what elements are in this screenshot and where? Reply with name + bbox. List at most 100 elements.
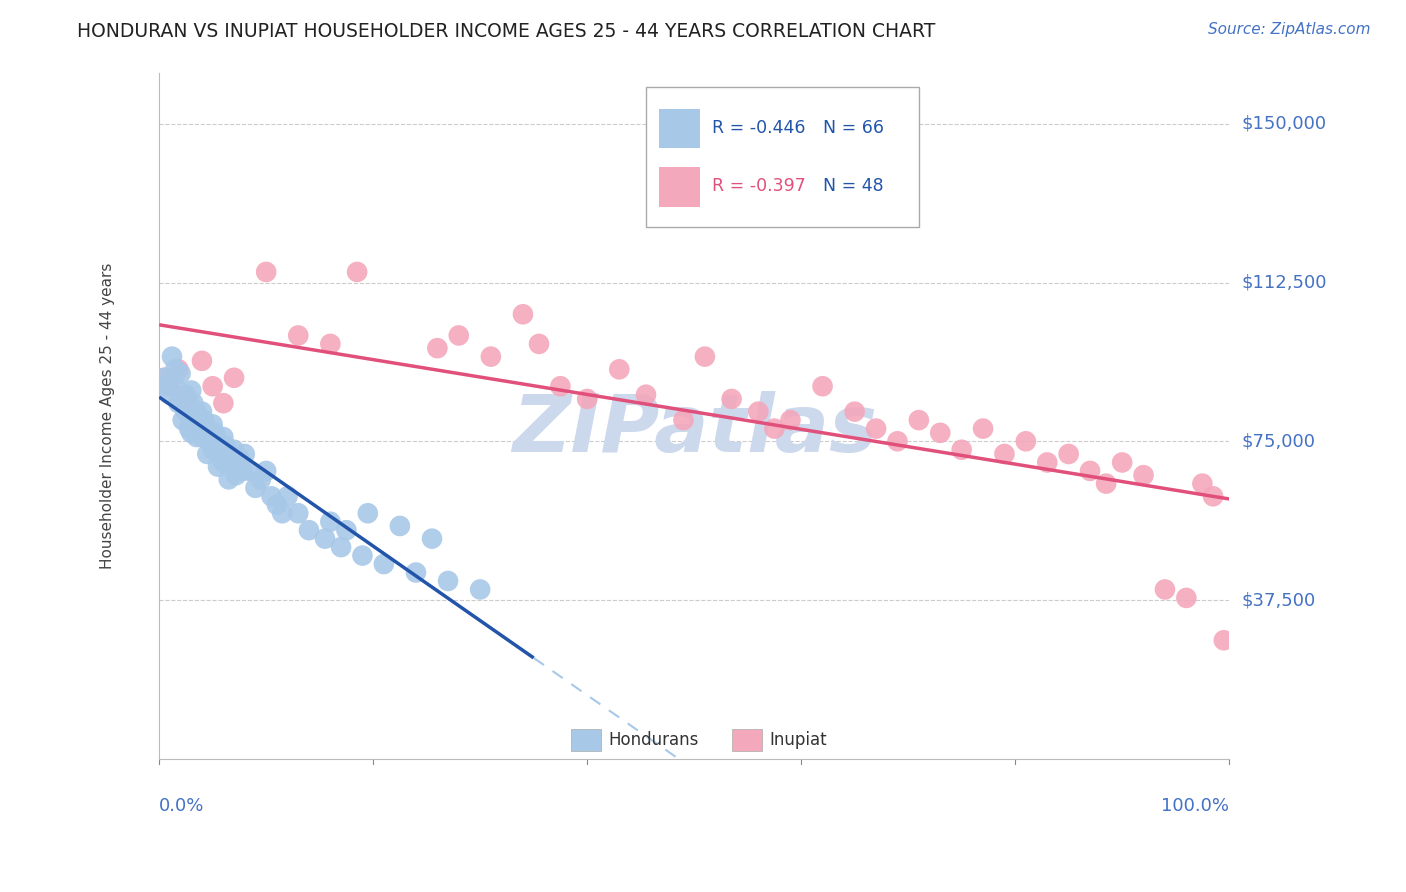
Point (225, 468, 247, 483)
Point (1175, 591, 1198, 605)
Point (908, 413, 931, 427)
Point (266, 498, 288, 512)
Point (191, 404, 214, 418)
Point (929, 425, 952, 440)
Text: $37,500: $37,500 (1241, 591, 1316, 609)
Point (763, 421, 786, 435)
Text: Inupiat: Inupiat (769, 731, 827, 748)
Point (405, 566, 427, 580)
Point (1057, 447, 1080, 461)
Point (335, 523, 357, 537)
Point (193, 413, 215, 427)
Point (218, 472, 240, 486)
Point (1036, 455, 1059, 469)
Point (271, 506, 294, 520)
Point (1191, 476, 1213, 491)
Point (865, 421, 887, 435)
Point (209, 442, 232, 457)
Point (298, 523, 321, 537)
Point (201, 417, 224, 432)
Point (388, 519, 411, 533)
Point (950, 442, 973, 457)
Point (221, 455, 243, 469)
Point (167, 362, 190, 376)
Point (156, 379, 179, 393)
Point (204, 425, 226, 440)
Point (159, 388, 181, 402)
Point (165, 362, 187, 376)
FancyBboxPatch shape (571, 729, 602, 750)
Point (420, 532, 443, 546)
Point (1015, 434, 1038, 449)
Point (180, 401, 202, 415)
Point (201, 379, 224, 393)
Point (747, 404, 769, 418)
Point (172, 413, 194, 427)
Point (634, 388, 657, 402)
Point (314, 532, 336, 546)
Text: $75,000: $75,000 (1241, 433, 1316, 450)
Point (1212, 633, 1234, 648)
Point (1132, 468, 1154, 483)
Point (239, 464, 262, 478)
Point (254, 265, 277, 279)
Point (233, 447, 256, 461)
Text: Hondurans: Hondurans (609, 731, 699, 748)
Point (232, 464, 254, 478)
Point (512, 307, 534, 321)
Point (1078, 464, 1101, 478)
Point (993, 447, 1015, 461)
FancyBboxPatch shape (659, 167, 700, 207)
Point (254, 464, 277, 478)
Point (844, 404, 866, 418)
Point (153, 371, 176, 385)
Point (1154, 582, 1177, 597)
Text: Householder Income Ages 25 - 44 years: Householder Income Ages 25 - 44 years (100, 263, 115, 569)
Point (169, 367, 191, 381)
Text: ZIPatlas: ZIPatlas (512, 391, 877, 468)
Point (811, 379, 834, 393)
Point (167, 396, 190, 410)
Point (287, 328, 309, 343)
Point (249, 472, 271, 486)
Point (346, 265, 368, 279)
Point (222, 371, 245, 385)
FancyBboxPatch shape (659, 109, 700, 148)
FancyBboxPatch shape (731, 729, 762, 750)
Point (180, 425, 202, 440)
Point (186, 404, 208, 418)
Text: 100.0%: 100.0% (1161, 797, 1229, 814)
FancyBboxPatch shape (645, 87, 920, 227)
Point (779, 413, 801, 427)
Text: N = 48: N = 48 (823, 178, 883, 195)
Point (153, 371, 176, 385)
Point (165, 379, 187, 393)
Text: 0.0%: 0.0% (159, 797, 204, 814)
Point (447, 328, 470, 343)
Point (470, 582, 492, 597)
Point (607, 362, 630, 376)
Point (1095, 476, 1118, 491)
Point (693, 350, 716, 364)
Point (160, 350, 183, 364)
Text: N = 66: N = 66 (823, 119, 883, 136)
Point (207, 434, 229, 449)
Point (886, 434, 908, 449)
Point (174, 388, 197, 402)
Point (330, 540, 353, 554)
Point (183, 396, 205, 410)
Point (174, 392, 197, 406)
Point (319, 515, 342, 529)
Point (260, 489, 283, 503)
Text: R = -0.446: R = -0.446 (713, 119, 806, 136)
Point (212, 396, 235, 410)
Point (191, 354, 214, 368)
Point (159, 379, 181, 393)
Point (972, 421, 994, 435)
Point (277, 489, 299, 503)
Point (550, 379, 572, 393)
Text: $150,000: $150,000 (1241, 115, 1327, 133)
Point (1202, 489, 1225, 503)
Point (437, 574, 460, 588)
Point (183, 413, 205, 427)
